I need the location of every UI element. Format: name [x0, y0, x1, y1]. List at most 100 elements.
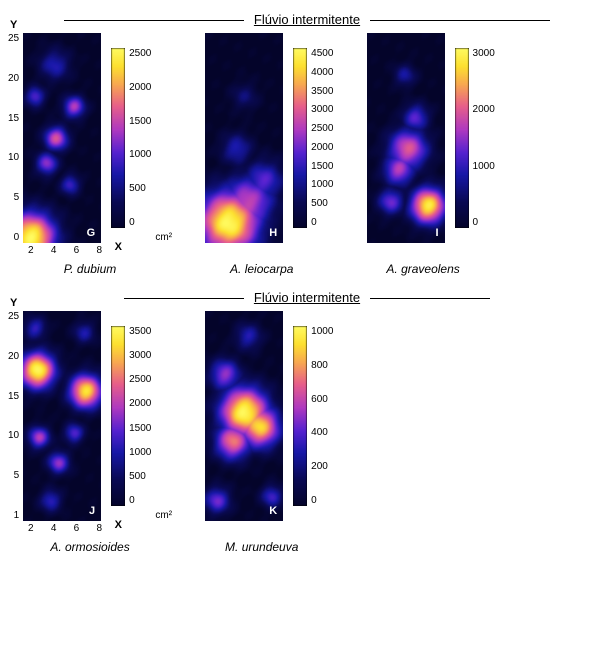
colorbar-ticks: 3500 3000 2500 2000 1500 1000 500 0	[125, 326, 151, 506]
colorbar-canvas	[455, 48, 469, 228]
plot-area: G	[23, 33, 101, 243]
y-tick: 0	[14, 232, 20, 243]
y-tick: 10	[8, 152, 19, 163]
colorbar-ticks: 10008006004002000	[307, 326, 333, 506]
plot-area: J	[23, 311, 101, 521]
heatmap-canvas	[367, 33, 445, 243]
species-label: M. urundeuva	[190, 540, 333, 554]
colorbar-unit: cm²	[155, 510, 172, 521]
colorbar-canvas	[293, 326, 307, 506]
colorbar-tick: 1500	[129, 116, 151, 127]
row-title-text: Flúvio intermitente	[254, 12, 360, 27]
panel-letter: H	[269, 227, 277, 239]
colorbar-tick: 400	[311, 427, 333, 438]
heatmap-panel-J: Y2520151051J3500300025002000150010005000…	[8, 311, 172, 554]
colorbar-tick: 2000	[129, 82, 151, 93]
y-axis-label: Y	[10, 19, 17, 31]
y-tick: 25	[8, 311, 19, 322]
colorbar-tick: 800	[311, 360, 333, 371]
panel-letter: K	[269, 505, 277, 517]
x-tick: 8	[96, 523, 102, 534]
x-tick: 4	[51, 245, 57, 256]
colorbar: 3500 3000 2500 2000 1500 1000 500 0 cm²	[111, 311, 172, 521]
colorbar-tick: 1000	[129, 149, 151, 160]
y-tick: 1	[14, 510, 20, 521]
colorbar-tick: 1000	[311, 179, 333, 190]
heatmap-canvas	[23, 311, 101, 521]
y-axis-label: Y	[10, 297, 17, 309]
heatmap-canvas	[205, 33, 283, 243]
colorbar-tick: 1500	[311, 161, 333, 172]
colorbar: 2500 2000 1500 1000 500 0 cm²	[111, 33, 172, 243]
colorbar-ticks: 3000 2000 1000 0	[469, 48, 495, 228]
y-tick: 20	[8, 73, 19, 84]
colorbar-tick: 2000	[473, 104, 495, 115]
colorbar: 4500 4000 3500 3000 2500 2000 1500 1000 500 0	[293, 33, 333, 243]
y-tick: 5	[14, 470, 20, 481]
species-label: A. ormosioides	[8, 540, 172, 554]
colorbar-tick: 1000	[129, 447, 151, 458]
x-tick: 6	[74, 523, 80, 534]
colorbar-tick: 500	[129, 471, 151, 482]
colorbar-tick: 1000	[311, 326, 333, 337]
species-label: A. graveolens	[351, 262, 494, 276]
colorbar-tick: 500	[129, 183, 151, 194]
heatmap-canvas	[23, 33, 101, 243]
panel-letter: I	[435, 227, 438, 239]
colorbar-tick: 500	[311, 198, 333, 209]
x-tick: 2	[28, 245, 34, 256]
colorbar-tick: 3500	[311, 86, 333, 97]
x-tick: 6	[74, 245, 80, 256]
colorbar-tick: 0	[129, 495, 151, 506]
colorbar-tick: 1500	[129, 423, 151, 434]
colorbar-tick: 3000	[129, 350, 151, 361]
colorbar-tick: 0	[311, 495, 333, 506]
colorbar-tick: 2500	[129, 374, 151, 385]
species-label: A. leiocarpa	[190, 262, 333, 276]
heatmap-panel-G: Y2520151050G25002000150010005000cm²2468X…	[8, 33, 172, 276]
heatmap-panel-I: 2520151050I30002000100002468A. graveolen…	[351, 33, 494, 276]
colorbar-tick: 4500	[311, 48, 333, 59]
plot-area: K	[205, 311, 283, 521]
colorbar-tick: 3500	[129, 326, 151, 337]
colorbar: 3000 2000 1000 0	[455, 33, 495, 243]
colorbar-tick: 3000	[311, 104, 333, 115]
row-title-text: Flúvio intermitente	[254, 290, 360, 305]
colorbar-tick: 1000	[473, 161, 495, 172]
colorbar-tick: 200	[311, 461, 333, 472]
colorbar-tick: 4000	[311, 67, 333, 78]
y-axis: Y2520151051	[8, 311, 23, 521]
y-tick: 15	[8, 113, 19, 124]
colorbar-unit: cm²	[155, 232, 172, 243]
x-axis-label: X	[115, 241, 122, 253]
row-title-1: Flúvio intermitente	[8, 12, 606, 27]
x-axis-label: X	[115, 519, 122, 531]
colorbar-tick: 0	[311, 217, 333, 228]
x-tick: 2	[28, 523, 34, 534]
x-axis: 2468X	[26, 243, 104, 256]
colorbar-tick: 0	[473, 217, 495, 228]
x-tick: 4	[51, 523, 57, 534]
plot-area: I	[367, 33, 445, 243]
colorbar-tick: 3000	[473, 48, 495, 59]
colorbar-canvas	[293, 48, 307, 228]
panel-row-2: Y2520151051J3500300025002000150010005000…	[8, 311, 606, 554]
panel-letter: G	[87, 227, 96, 239]
colorbar-ticks: 2500 2000 1500 1000 500 0	[125, 48, 151, 228]
colorbar-tick: 2500	[129, 48, 151, 59]
colorbar-tick: 2000	[311, 142, 333, 153]
colorbar-tick: 0	[129, 217, 151, 228]
colorbar-canvas	[111, 326, 125, 506]
panel-row-1: Y2520151050G25002000150010005000cm²2468X…	[8, 33, 606, 276]
x-tick: 8	[96, 245, 102, 256]
colorbar-ticks: 4500 4000 3500 3000 2500 2000 1500 1000 500 0	[307, 48, 333, 228]
y-tick: 5	[14, 192, 20, 203]
y-tick: 15	[8, 391, 19, 402]
colorbar-tick: 2500	[311, 123, 333, 134]
row-title-2: Flúvio intermitente	[8, 290, 606, 305]
colorbar-canvas	[111, 48, 125, 228]
colorbar-tick: 2000	[129, 398, 151, 409]
heatmap-panel-K: 2520151051K100080060040020002468M. urund…	[190, 311, 333, 554]
plot-area: H	[205, 33, 283, 243]
x-axis: 2468X	[26, 521, 104, 534]
